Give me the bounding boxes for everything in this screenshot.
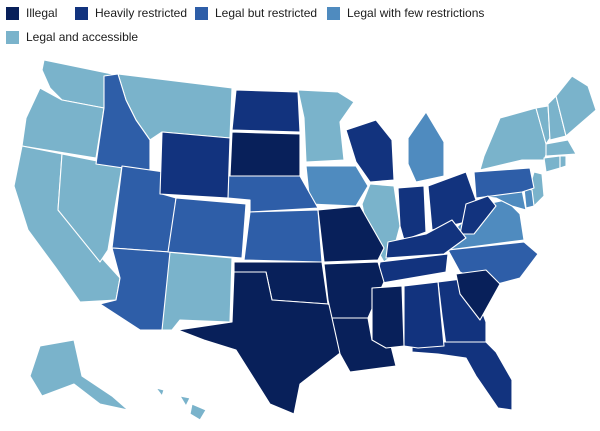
state-arizona[interactable] bbox=[99, 247, 171, 331]
state-wisconsin[interactable] bbox=[345, 119, 395, 183]
state-kentucky[interactable] bbox=[385, 219, 467, 259]
state-michigan[interactable] bbox=[407, 111, 445, 183]
state-louisiana[interactable] bbox=[331, 317, 397, 373]
legend-swatch-illegal bbox=[6, 6, 19, 20]
state-idaho[interactable] bbox=[95, 73, 151, 173]
state-florida[interactable] bbox=[411, 341, 513, 411]
state-rhode-island[interactable] bbox=[559, 155, 567, 169]
state-hawaii[interactable] bbox=[155, 387, 207, 421]
state-new-york[interactable] bbox=[479, 107, 549, 171]
legend-item-legal-but-restricted: Legal but restricted bbox=[195, 6, 317, 20]
state-south-carolina[interactable] bbox=[455, 269, 501, 321]
state-oregon[interactable] bbox=[21, 87, 105, 159]
state-north-dakota[interactable] bbox=[231, 89, 301, 133]
state-maine[interactable] bbox=[555, 75, 597, 137]
map-legend: Illegal Heavily restricted Legal but res… bbox=[0, 0, 600, 54]
legend-swatch-legal-and-accessible bbox=[6, 30, 19, 44]
state-pennsylvania[interactable] bbox=[473, 167, 535, 199]
state-minnesota[interactable] bbox=[297, 89, 355, 163]
legend-swatch-heavily-restricted bbox=[75, 6, 88, 20]
state-iowa[interactable] bbox=[305, 165, 369, 207]
legend-label-legal-but-restricted: Legal but restricted bbox=[215, 6, 318, 20]
legend-label-heavily-restricted: Heavily restricted bbox=[95, 6, 188, 20]
state-west-virginia[interactable] bbox=[459, 195, 497, 235]
legend-item-illegal: Illegal bbox=[6, 6, 57, 20]
legend-label-legal-and-accessible: Legal and accessible bbox=[26, 30, 139, 44]
state-missouri[interactable] bbox=[317, 205, 385, 263]
state-wyoming[interactable] bbox=[159, 131, 231, 199]
state-new-mexico[interactable] bbox=[159, 251, 233, 331]
legend-label-legal-with-few-restrictions: Legal with few restrictions bbox=[347, 6, 485, 20]
state-connecticut[interactable] bbox=[543, 155, 561, 173]
state-massachusetts[interactable] bbox=[545, 139, 577, 157]
state-indiana[interactable] bbox=[397, 185, 427, 241]
legend-item-heavily-restricted: Heavily restricted bbox=[75, 6, 187, 20]
legend-swatch-legal-with-few-restrictions bbox=[327, 6, 340, 20]
legend-item-legal-with-few-restrictions: Legal with few restrictions bbox=[327, 6, 484, 20]
legend-label-illegal: Illegal bbox=[26, 6, 58, 20]
legend-swatch-legal-but-restricted bbox=[195, 6, 208, 20]
state-mississippi[interactable] bbox=[371, 285, 405, 349]
legend-item-legal-and-accessible: Legal and accessible bbox=[6, 30, 138, 44]
state-south-dakota[interactable] bbox=[229, 131, 301, 177]
state-colorado[interactable] bbox=[167, 197, 247, 259]
state-texas[interactable] bbox=[177, 271, 347, 415]
state-alabama[interactable] bbox=[403, 281, 445, 349]
us-states-map bbox=[13, 59, 597, 421]
state-alaska[interactable] bbox=[29, 339, 129, 411]
state-kansas[interactable] bbox=[243, 209, 323, 263]
